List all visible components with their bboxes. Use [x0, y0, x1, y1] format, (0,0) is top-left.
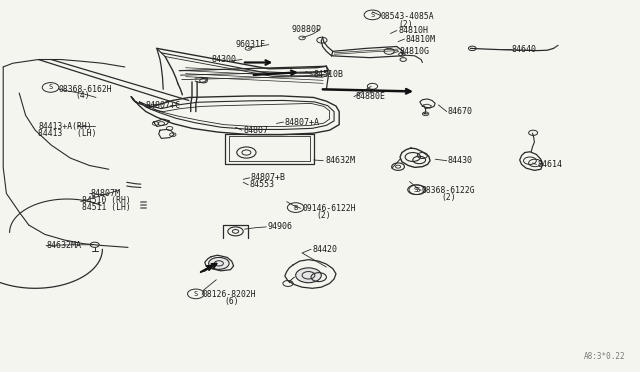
- Text: 90880P: 90880P: [291, 25, 321, 34]
- Text: 96031F: 96031F: [236, 40, 266, 49]
- Text: 84614: 84614: [538, 160, 563, 169]
- Text: 84510B: 84510B: [314, 70, 344, 79]
- Text: 08368-6162H: 08368-6162H: [59, 85, 113, 94]
- Text: 84670: 84670: [448, 107, 473, 116]
- Text: 84807: 84807: [243, 126, 268, 135]
- Text: (2): (2): [317, 211, 332, 219]
- Text: 84880E: 84880E: [355, 92, 385, 101]
- Text: 09146-6122H: 09146-6122H: [302, 204, 356, 213]
- Text: 84810G: 84810G: [400, 47, 430, 56]
- Text: 84413   (LH): 84413 (LH): [38, 129, 97, 138]
- Text: 84511 (LH): 84511 (LH): [82, 203, 131, 212]
- Text: S: S: [414, 187, 418, 193]
- Text: 84300: 84300: [211, 55, 236, 64]
- Text: (6): (6): [224, 297, 239, 306]
- Text: 84430: 84430: [448, 156, 473, 165]
- Text: 84553: 84553: [250, 180, 275, 189]
- Text: 84632MA: 84632MA: [46, 241, 81, 250]
- Text: 84807M: 84807M: [91, 189, 121, 198]
- Text: 08368-6122G: 08368-6122G: [421, 186, 475, 195]
- Text: (2): (2): [398, 20, 413, 29]
- Text: 84807+C: 84807+C: [146, 101, 181, 110]
- Text: 08126-8202H: 08126-8202H: [202, 290, 256, 299]
- Text: S: S: [415, 187, 419, 193]
- Text: 84810M: 84810M: [406, 35, 436, 44]
- Text: (2): (2): [442, 193, 456, 202]
- Text: B: B: [294, 205, 298, 211]
- Text: 84810H: 84810H: [398, 26, 428, 35]
- Text: S: S: [371, 12, 374, 18]
- Text: 84807+B: 84807+B: [251, 173, 286, 182]
- Text: 84807+A: 84807+A: [285, 118, 320, 126]
- Text: S: S: [194, 291, 198, 297]
- Text: 08543-4085A: 08543-4085A: [381, 12, 435, 21]
- Circle shape: [296, 268, 321, 283]
- Text: 84640: 84640: [512, 45, 537, 54]
- Text: 84632M: 84632M: [325, 156, 355, 165]
- Text: (4): (4): [76, 92, 90, 100]
- Text: 94906: 94906: [268, 222, 292, 231]
- Text: S: S: [49, 84, 52, 90]
- Text: 84510 (RH): 84510 (RH): [82, 196, 131, 205]
- Text: A8:3*0.22: A8:3*0.22: [584, 352, 626, 361]
- Text: 84413+A(RH): 84413+A(RH): [38, 122, 92, 131]
- Text: 84420: 84420: [312, 245, 337, 254]
- Circle shape: [209, 257, 229, 269]
